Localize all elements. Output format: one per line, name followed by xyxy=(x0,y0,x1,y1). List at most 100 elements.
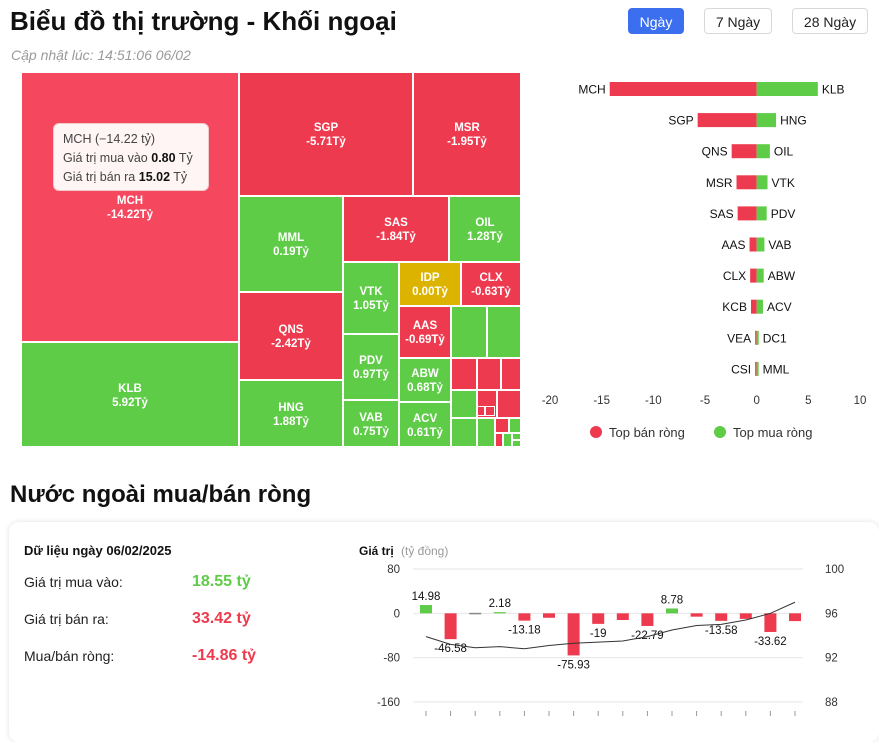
net-value: -14.86 tỷ xyxy=(192,647,257,664)
net-bar-label: -75.93 xyxy=(557,659,590,671)
treemap-ticker: OIL xyxy=(475,217,495,229)
buy-bar-label: VAB xyxy=(768,238,791,252)
buy-bar xyxy=(756,299,763,314)
treemap-small-cell[interactable] xyxy=(451,390,477,418)
treemap-cell-oil[interactable]: OIL 1.28Tỷ xyxy=(449,196,521,262)
legend-marker xyxy=(714,426,726,438)
net-bar xyxy=(493,612,506,614)
treemap-small-cell[interactable] xyxy=(477,406,485,416)
net-bar xyxy=(543,613,555,618)
treemap-small-cell[interactable] xyxy=(509,418,521,433)
treemap-small-cell[interactable] xyxy=(477,418,495,447)
treemap-cell-abw[interactable]: ABW 0.68Tỷ xyxy=(399,358,451,402)
buy-bar-label: HNG xyxy=(780,114,807,128)
sell-bar-label: CSI xyxy=(731,362,751,376)
treemap-small-cell[interactable] xyxy=(451,358,477,390)
index-line xyxy=(425,601,796,650)
treemap-cell-vab[interactable]: VAB 0.75Tỷ xyxy=(343,400,399,447)
y2-tick-label: 88 xyxy=(825,697,838,709)
treemap-small-cell[interactable] xyxy=(495,433,503,447)
treemap-cell-mml[interactable]: MML 0.19Tỷ xyxy=(239,196,343,292)
treemap-cell-clx[interactable]: CLX -0.63Tỷ xyxy=(461,262,521,306)
net-bar-label: -13.58 xyxy=(705,625,738,637)
section-title: Nước ngoài mua/bán ròng xyxy=(10,481,312,508)
y-tick-label: -160 xyxy=(377,697,400,709)
top-net-bar-chart: MCH SGP QNS MSR SAS AAS CLX KCB VEA CSI KLB HNG OIL V… xyxy=(542,82,866,440)
net-bar xyxy=(789,613,801,622)
treemap-small-cell[interactable] xyxy=(512,440,521,447)
treemap-cell-acv[interactable]: ACV 0.61Tỷ xyxy=(399,402,451,447)
treemap-small-cell[interactable] xyxy=(487,306,521,358)
treemap-small-cell[interactable] xyxy=(485,406,495,416)
treemap-cell-label: MML 0.19Tỷ xyxy=(240,231,342,259)
treemap-value: 1.28Tỷ xyxy=(467,231,503,243)
sell-bar-label: CLX xyxy=(723,269,746,283)
updated-timestamp: Cập nhật lúc: 14:51:06 06/02 xyxy=(11,47,191,63)
treemap-cell-klb[interactable]: KLB 5.92Tỷ xyxy=(21,342,239,447)
treemap-cell-sgp[interactable]: SGP -5.71Tỷ xyxy=(239,72,413,196)
treemap-cell-label: KLB 5.92Tỷ xyxy=(22,382,238,410)
tooltip-title: MCH (−14.22 tỷ) xyxy=(63,132,156,146)
net-bar-label: -22.79 xyxy=(631,630,664,642)
sell-bar-label: AAS xyxy=(722,238,746,252)
sell-bar xyxy=(755,330,757,345)
treemap-ticker: PDV xyxy=(359,355,383,367)
net-bar xyxy=(518,613,531,621)
treemap-cell-qns[interactable]: QNS -2.42Tỷ xyxy=(239,292,343,380)
buy-bar-label: DC1 xyxy=(763,331,787,345)
tooltip: MCH (−14.22 tỷ) Giá trị mua vào 0.80 Tỷ … xyxy=(53,123,209,191)
treemap-ticker: QNS xyxy=(278,324,304,336)
treemap-value: 5.92Tỷ xyxy=(112,396,148,409)
tooltip-buy-row: Giá trị mua vào 0.80 Tỷ xyxy=(63,149,199,168)
buy-bar xyxy=(756,175,768,190)
treemap-value: -1.95Tỷ xyxy=(447,136,487,148)
treemap-value: 0.00Tỷ xyxy=(412,286,448,298)
sell-bar xyxy=(750,299,757,314)
treemap-small-cell[interactable] xyxy=(451,418,477,447)
tooltip-sell-unit: Tỷ xyxy=(173,170,188,184)
treemap-small-cell[interactable] xyxy=(512,433,521,440)
treemap-small-cell[interactable] xyxy=(451,306,487,358)
treemap-small-cell[interactable] xyxy=(501,358,521,390)
tooltip-sell-row: Giá trị bán ra 15.02 Tỷ xyxy=(63,168,199,187)
treemap-cell-msr[interactable]: MSR -1.95Tỷ xyxy=(413,72,521,196)
treemap-small-cell[interactable] xyxy=(477,358,501,390)
treemap-cell-vtk[interactable]: VTK 1.05Tỷ xyxy=(343,262,399,334)
tab-7-days[interactable]: 7 Ngày xyxy=(704,8,772,34)
net-value-label: Mua/bán ròng: xyxy=(24,648,115,664)
treemap-value: -0.69Tỷ xyxy=(405,334,445,346)
treemap-cell-label: ACV 0.61Tỷ xyxy=(400,412,450,440)
summary-card xyxy=(9,522,879,742)
net-bar-label: -19 xyxy=(590,628,607,640)
net-bar xyxy=(715,613,728,621)
buy-bar-label: ABW xyxy=(768,269,796,283)
treemap-small-cell[interactable] xyxy=(503,433,512,447)
tab-day[interactable]: Ngày xyxy=(628,8,684,34)
treemap-small-cell[interactable] xyxy=(495,418,509,433)
treemap-ticker: MML xyxy=(277,232,305,244)
net-bar xyxy=(690,613,703,617)
treemap-cell-hng[interactable]: HNG 1.88Tỷ xyxy=(239,380,343,447)
treemap-value: -2.42Tỷ xyxy=(271,338,311,350)
buy-bar xyxy=(756,206,767,221)
net-bar-label: 8.78 xyxy=(661,594,683,606)
treemap-cell-label: ABW 0.68Tỷ xyxy=(400,367,450,395)
treemap-cell-pdv[interactable]: PDV 0.97Tỷ xyxy=(343,334,399,400)
tab-28-days[interactable]: 28 Ngày xyxy=(792,8,868,34)
treemap: MCH -14.22Tỷ KLB 5.92Tỷ SGP -5.71Tỷ MSR -1.95Tỷ… xyxy=(21,72,521,447)
sell-bar-label: VEA xyxy=(727,331,751,345)
tooltip-buy-value: 0.80 xyxy=(151,151,176,165)
treemap-small-cell[interactable] xyxy=(497,390,521,418)
treemap-cell-label: VAB 0.75Tỷ xyxy=(344,411,398,439)
net-bar xyxy=(666,608,678,614)
tooltip-buy-label: Giá trị mua vào xyxy=(63,151,148,165)
treemap-cell-mch[interactable]: MCH -14.22Tỷ xyxy=(21,72,239,342)
treemap-cell-sas[interactable]: SAS -1.84Tỷ xyxy=(343,196,449,262)
treemap-cell-idp[interactable]: IDP 0.00Tỷ xyxy=(399,262,461,306)
buy-bar xyxy=(756,268,764,283)
treemap-cell-label: AAS -0.69Tỷ xyxy=(400,319,450,347)
legend-label: Top bán ròng xyxy=(609,425,685,440)
y-tick-label: -80 xyxy=(383,653,400,665)
buy-bar xyxy=(756,113,777,128)
treemap-cell-aas[interactable]: AAS -0.69Tỷ xyxy=(399,306,451,358)
